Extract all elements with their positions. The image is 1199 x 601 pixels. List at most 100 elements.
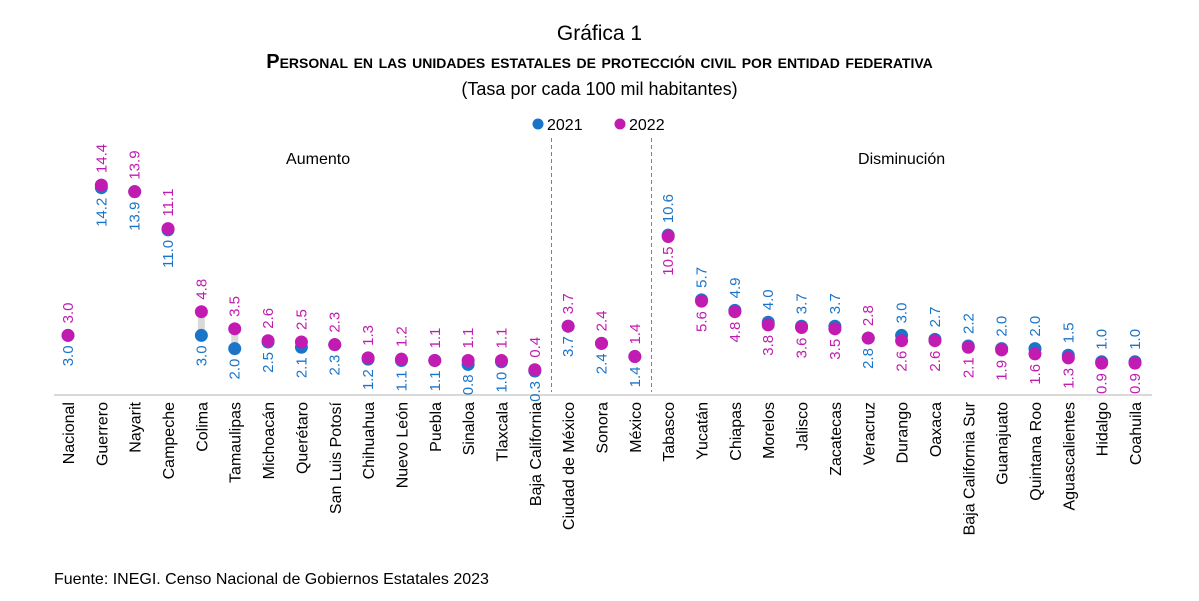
- category-label: Veracruz: [861, 402, 878, 465]
- data-label-high: 2.4: [594, 310, 611, 331]
- category-label: Campeche: [161, 402, 178, 479]
- point-2022: [228, 322, 242, 336]
- data-label-high: 4.0: [760, 289, 777, 310]
- point-2022: [261, 334, 275, 348]
- point-2022: [328, 338, 342, 352]
- category-label: Querétaro: [294, 402, 311, 474]
- data-label-low: 2.3: [327, 355, 344, 376]
- chart-title: Gráfica 1: [556, 22, 643, 45]
- data-labels: 3.0 3.0 14.4 14.2 13.9 13.9 11.1 11.0 4.8 3.0 3.5 2…: [60, 144, 1144, 402]
- data-label-low: 3.0: [193, 345, 210, 366]
- point-2022: [895, 334, 909, 348]
- data-label-low: 3.6: [794, 338, 811, 359]
- category-label: Tamaulipas: [228, 402, 245, 483]
- data-label-high: 1.1: [427, 328, 444, 349]
- category-label: Chiapas: [728, 402, 745, 461]
- section-labels: Aumento Disminución: [286, 151, 945, 168]
- point-2022: [394, 352, 408, 366]
- data-label-low: 11.0: [160, 240, 177, 268]
- data-label-low: 2.1: [293, 357, 310, 378]
- data-label-high: 3.5: [227, 296, 244, 317]
- data-label-high: 14.4: [93, 144, 110, 173]
- section-label-aumento: Aumento: [286, 151, 350, 168]
- category-label: Morelos: [761, 402, 778, 459]
- data-label-low: 1.9: [994, 360, 1011, 381]
- point-2022: [795, 321, 809, 335]
- data-label-low: 2.5: [260, 352, 277, 373]
- data-label-low: 0.3: [527, 381, 544, 402]
- point-2022: [961, 340, 975, 354]
- category-label: Zacatecas: [828, 402, 845, 476]
- category-label: Sonora: [595, 402, 612, 454]
- data-label-low: 3.0: [60, 345, 77, 366]
- data-label-high: 1.1: [460, 328, 477, 349]
- data-label-high: 1.1: [493, 328, 510, 349]
- point-2022: [94, 178, 108, 192]
- data-label-high: 1.4: [627, 324, 644, 345]
- category-label: Jalisco: [795, 402, 812, 451]
- point-2022: [761, 318, 775, 332]
- data-label-high: 0.4: [527, 337, 544, 358]
- category-label: Puebla: [428, 402, 445, 452]
- data-label-high: 3.0: [894, 303, 911, 324]
- data-label-high: 3.7: [827, 293, 844, 314]
- data-label-high: 1.2: [393, 326, 410, 347]
- category-label: San Luis Potosí: [328, 401, 345, 514]
- point-2022: [294, 335, 308, 349]
- legend-marker-2021: [532, 118, 544, 130]
- data-label-high: 4.8: [193, 279, 210, 300]
- data-label-low: 2.8: [860, 348, 877, 369]
- data-label-low: 3.8: [760, 335, 777, 356]
- data-label-low: 2.1: [960, 357, 977, 378]
- point-2022: [561, 319, 575, 333]
- category-label: Guerrero: [94, 402, 111, 466]
- data-label-high: 2.6: [260, 308, 277, 329]
- connectors: [97, 185, 1139, 372]
- data-label-low: 1.1: [427, 370, 444, 391]
- category-label: Sinaloa: [461, 402, 478, 455]
- data-label-high: 3.0: [60, 303, 77, 324]
- category-label: Baja California: [528, 402, 545, 506]
- category-label: Michoacán: [261, 402, 278, 479]
- category-label: Durango: [895, 402, 912, 463]
- data-label-low: 1.2: [360, 369, 377, 390]
- data-label-high: 2.2: [960, 313, 977, 334]
- point-2022: [661, 230, 675, 244]
- legend: 2021 2022: [532, 117, 665, 134]
- data-label-low: 2.4: [594, 353, 611, 374]
- point-2022: [928, 334, 942, 348]
- chart-unit-note: (Tasa por cada 100 mil habitantes): [461, 79, 738, 99]
- category-label: Quintana Roo: [1028, 402, 1045, 501]
- legend-label-2022: 2022: [629, 117, 665, 134]
- data-label-high: 5.7: [694, 267, 711, 288]
- point-2022: [861, 331, 875, 345]
- category-label: Guanajuato: [995, 402, 1012, 485]
- data-label-high: 3.7: [560, 293, 577, 314]
- category-label: Ciudad de México: [561, 402, 578, 530]
- point-2022: [1028, 347, 1042, 361]
- data-label-high: 2.7: [927, 307, 944, 328]
- category-labels: Nacional Guerrero Nayarit Campeche Colima Tam…: [61, 401, 1145, 535]
- data-label-high: 1.3: [360, 325, 377, 346]
- data-points: [61, 178, 1142, 378]
- data-label-low: 1.4: [627, 367, 644, 388]
- data-label-high: 10.6: [660, 194, 677, 223]
- data-label-low: 2.0: [227, 359, 244, 380]
- point-2022: [494, 353, 508, 367]
- legend-marker-2022: [614, 118, 626, 130]
- data-label-low: 3.7: [560, 336, 577, 357]
- category-label: México: [628, 402, 645, 453]
- section-label-disminución: Disminución: [858, 151, 945, 168]
- category-label: Tabasco: [661, 402, 678, 462]
- point-2022: [361, 351, 375, 365]
- point-2022: [428, 353, 442, 367]
- category-label: Nayarit: [128, 401, 145, 452]
- point-2022: [461, 353, 475, 367]
- point-2021: [228, 342, 242, 356]
- legend-label-2021: 2021: [547, 117, 583, 134]
- category-label: Baja California Sur: [961, 401, 978, 535]
- point-2022: [128, 185, 142, 199]
- data-label-high: 2.8: [860, 305, 877, 326]
- source-note: Fuente: INEGI. Censo Nacional de Gobiern…: [54, 571, 489, 588]
- point-2022: [1061, 351, 1075, 365]
